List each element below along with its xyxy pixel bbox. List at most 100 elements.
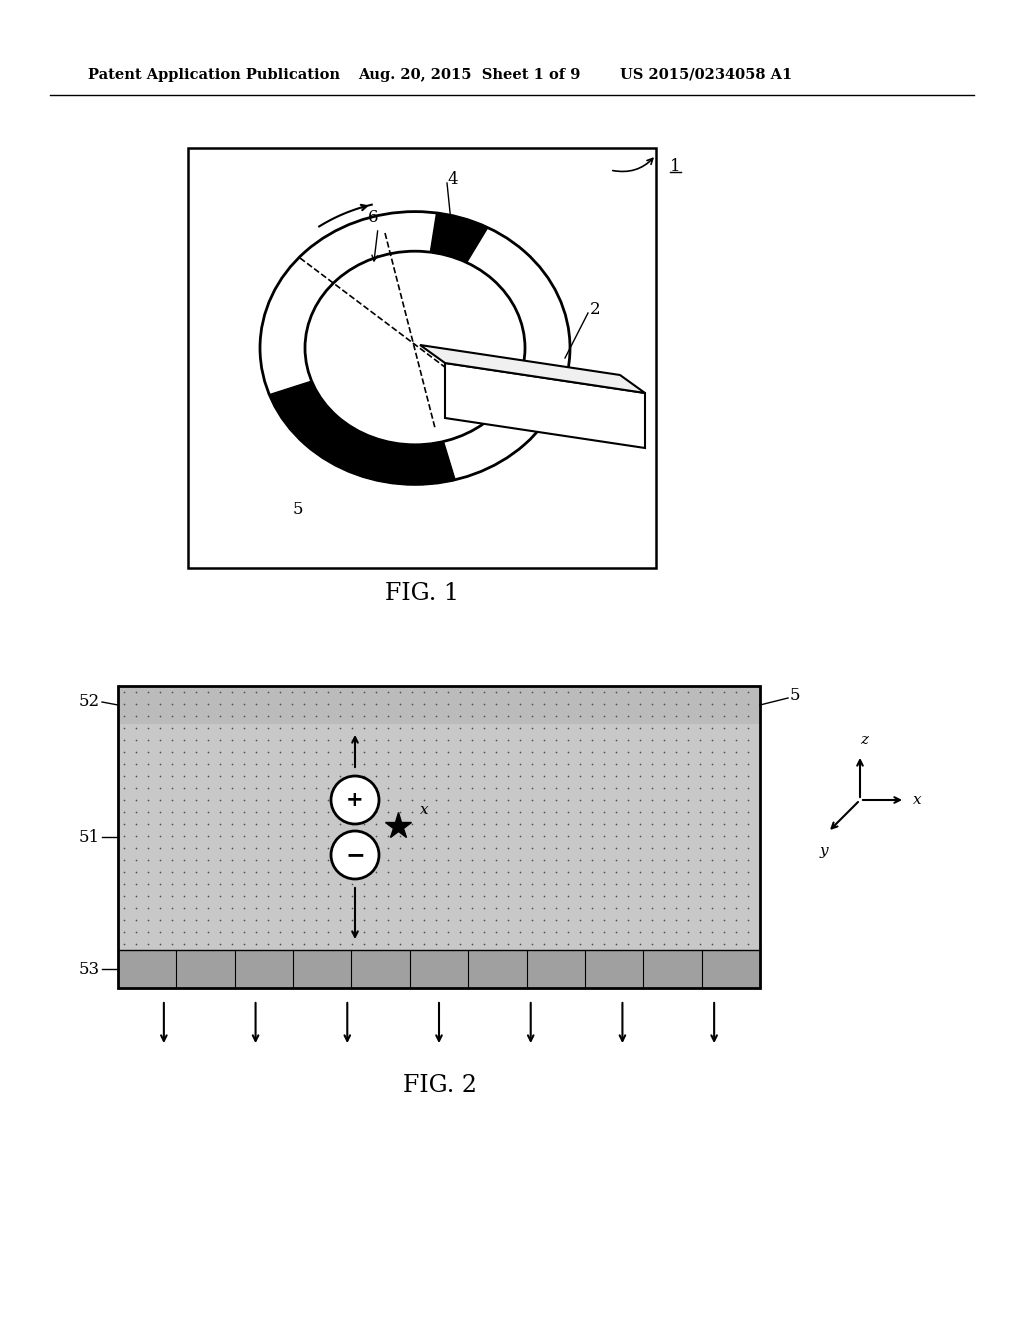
Point bbox=[536, 921, 552, 942]
Point bbox=[332, 766, 348, 787]
Point bbox=[655, 837, 672, 858]
Point bbox=[236, 933, 252, 954]
Point bbox=[703, 921, 720, 942]
Point bbox=[608, 850, 625, 871]
Point bbox=[655, 681, 672, 702]
Point bbox=[584, 789, 600, 810]
Point bbox=[703, 874, 720, 895]
Point bbox=[571, 693, 588, 714]
Point bbox=[524, 862, 541, 883]
Point bbox=[680, 718, 696, 739]
Point bbox=[680, 921, 696, 942]
Point bbox=[608, 681, 625, 702]
Point bbox=[560, 909, 577, 931]
Point bbox=[284, 801, 300, 822]
Point bbox=[212, 898, 228, 919]
Point bbox=[632, 862, 648, 883]
Point bbox=[487, 850, 504, 871]
Point bbox=[260, 777, 276, 799]
Point bbox=[152, 705, 168, 726]
Point bbox=[487, 909, 504, 931]
Point bbox=[524, 909, 541, 931]
Point bbox=[524, 766, 541, 787]
Point bbox=[703, 705, 720, 726]
Point bbox=[212, 754, 228, 775]
Point bbox=[344, 777, 360, 799]
Point bbox=[548, 730, 564, 751]
Point bbox=[668, 850, 684, 871]
Point bbox=[536, 837, 552, 858]
Point bbox=[584, 813, 600, 834]
Point bbox=[380, 705, 396, 726]
Point bbox=[212, 766, 228, 787]
Point bbox=[703, 813, 720, 834]
Point bbox=[128, 777, 144, 799]
Point bbox=[260, 862, 276, 883]
Point bbox=[608, 801, 625, 822]
Point bbox=[164, 825, 180, 846]
Point bbox=[703, 766, 720, 787]
Point bbox=[692, 754, 709, 775]
Point bbox=[728, 777, 744, 799]
Point bbox=[380, 825, 396, 846]
Point bbox=[692, 886, 709, 907]
Point bbox=[728, 813, 744, 834]
Point bbox=[584, 874, 600, 895]
Point bbox=[716, 742, 732, 763]
Point bbox=[403, 921, 420, 942]
Point bbox=[632, 754, 648, 775]
Point bbox=[260, 921, 276, 942]
Point bbox=[271, 837, 288, 858]
Point bbox=[584, 705, 600, 726]
Point bbox=[355, 730, 372, 751]
Point bbox=[236, 730, 252, 751]
Point bbox=[440, 693, 457, 714]
Point bbox=[164, 921, 180, 942]
Point bbox=[571, 766, 588, 787]
Polygon shape bbox=[420, 345, 645, 393]
Point bbox=[692, 874, 709, 895]
Point bbox=[332, 825, 348, 846]
Point bbox=[140, 777, 157, 799]
Point bbox=[571, 742, 588, 763]
Point bbox=[403, 886, 420, 907]
Point bbox=[476, 850, 493, 871]
Point bbox=[355, 850, 372, 871]
Point bbox=[464, 730, 480, 751]
Point bbox=[164, 766, 180, 787]
Point bbox=[464, 862, 480, 883]
Point bbox=[584, 837, 600, 858]
Point bbox=[355, 681, 372, 702]
Point bbox=[416, 693, 432, 714]
Point bbox=[476, 825, 493, 846]
Point bbox=[524, 730, 541, 751]
Point bbox=[392, 681, 409, 702]
Point bbox=[236, 862, 252, 883]
Point bbox=[487, 933, 504, 954]
Bar bbox=[118, 723, 760, 950]
Point bbox=[260, 813, 276, 834]
Point bbox=[116, 742, 132, 763]
Point bbox=[644, 693, 660, 714]
Point bbox=[260, 754, 276, 775]
Point bbox=[739, 766, 756, 787]
Point bbox=[632, 825, 648, 846]
Point bbox=[668, 909, 684, 931]
Point bbox=[140, 813, 157, 834]
Point bbox=[440, 730, 457, 751]
Point bbox=[380, 789, 396, 810]
Point bbox=[464, 874, 480, 895]
Text: FIG. 1: FIG. 1 bbox=[385, 582, 459, 605]
Point bbox=[224, 825, 241, 846]
Point bbox=[655, 813, 672, 834]
Point bbox=[368, 850, 384, 871]
Point bbox=[560, 933, 577, 954]
Point bbox=[368, 874, 384, 895]
Point bbox=[200, 754, 216, 775]
Point bbox=[487, 874, 504, 895]
Point bbox=[524, 825, 541, 846]
Point bbox=[128, 921, 144, 942]
Point bbox=[284, 766, 300, 787]
Point bbox=[140, 886, 157, 907]
Point bbox=[560, 693, 577, 714]
